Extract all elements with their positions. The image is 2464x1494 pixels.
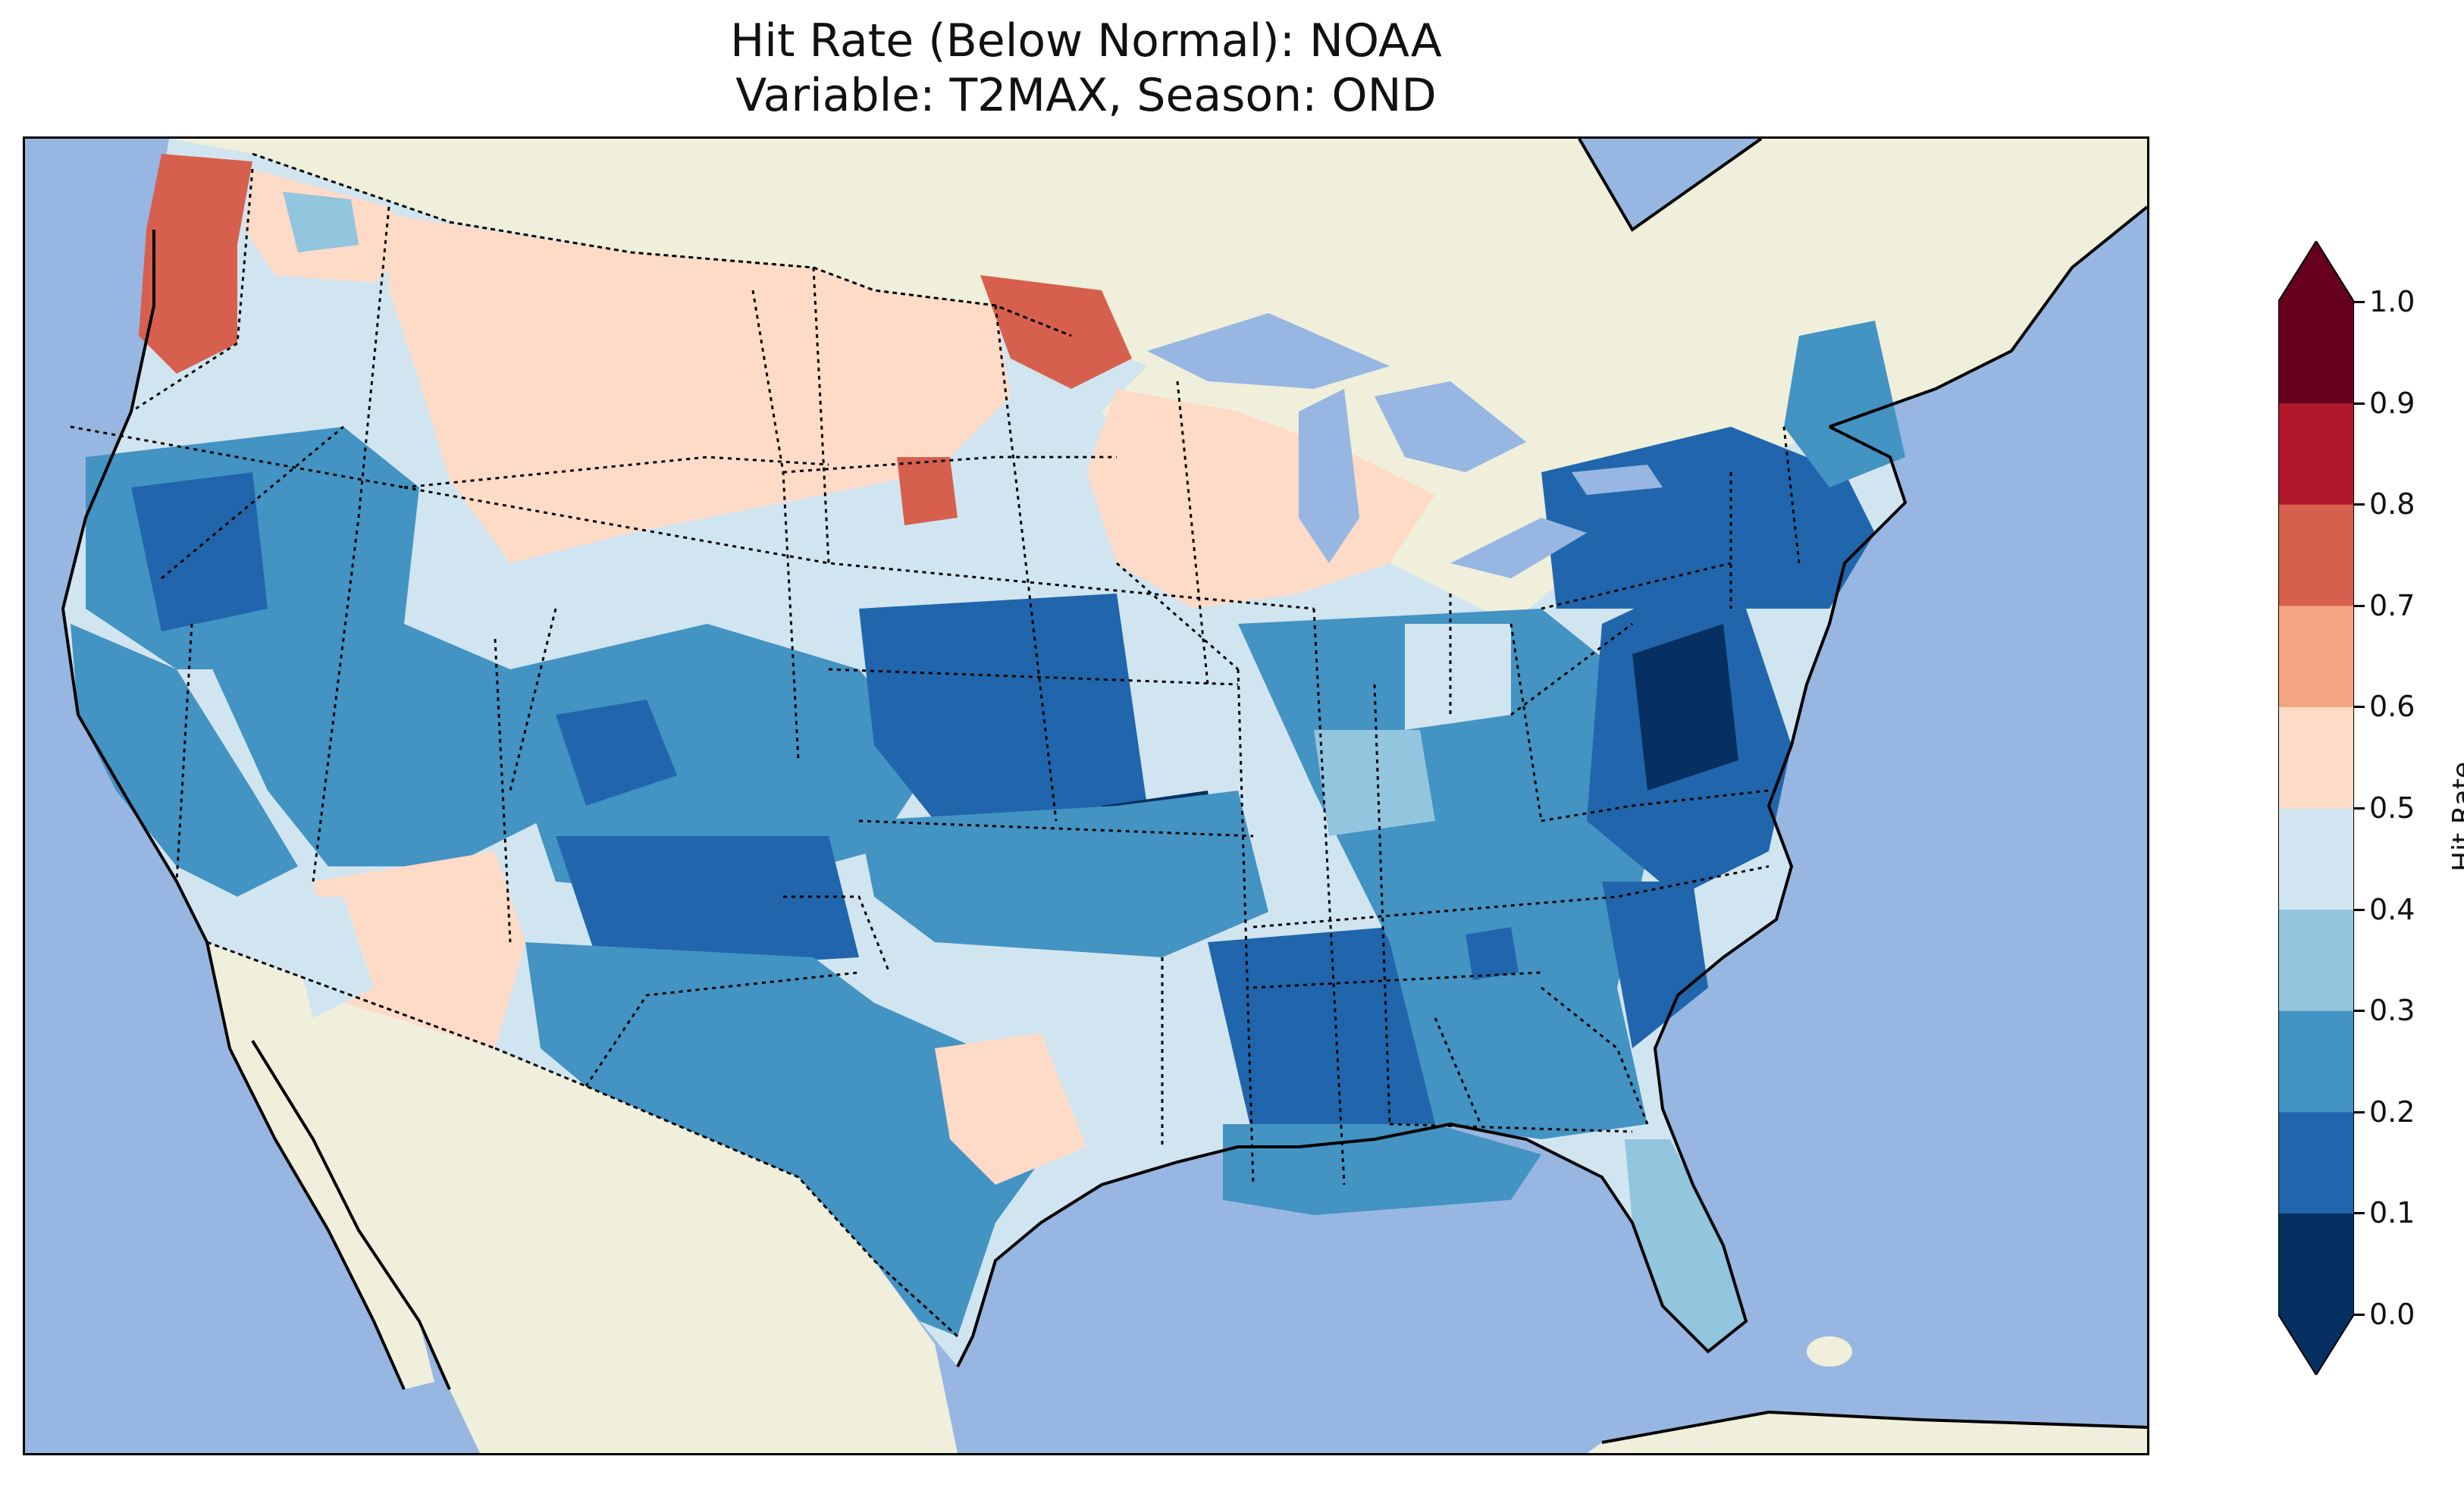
colorbar-tick-mark <box>2354 1110 2365 1113</box>
colorbar-tick-label: 0.5 <box>2369 791 2415 825</box>
colorbar-tick-label: 0.2 <box>2369 1095 2415 1129</box>
colorbar-tick-mark <box>2354 807 2365 810</box>
colorbar-tick-label: 0.1 <box>2369 1196 2415 1230</box>
colorbar-tick-label: 0.7 <box>2369 588 2415 622</box>
map-title: Hit Rate (Below Normal): NOAA Variable: … <box>23 14 2149 123</box>
region-az-light <box>283 897 374 1018</box>
region-nm <box>556 836 859 973</box>
country-borders <box>206 152 1072 1338</box>
region-maine <box>1784 321 1905 487</box>
region-pnw <box>139 154 252 374</box>
region-tx-light <box>935 1033 1086 1185</box>
colorbar-tick-label: 0.4 <box>2369 892 2415 926</box>
region-ncal-2 <box>131 472 268 631</box>
region-sd <box>897 457 958 525</box>
colorbar-tick-mark <box>2354 1314 2365 1316</box>
colorbar-bin <box>2278 1010 2354 1113</box>
colorbar-bin <box>2278 1111 2354 1214</box>
colorbar-bin <box>2278 302 2354 404</box>
region-nevada <box>192 624 541 866</box>
colorbar-label: Hit Rate <box>2447 761 2464 872</box>
colorbar-tick-mark <box>2354 706 2365 709</box>
cuba-land <box>1587 1412 2147 1453</box>
colorbar-tick-mark <box>2354 908 2365 911</box>
colorbar-bin <box>2278 808 2354 910</box>
colorbar-tick-label: 0.9 <box>2369 386 2415 420</box>
region-mn <box>980 275 1132 389</box>
mexico-land <box>207 942 958 1453</box>
region-ok-ar <box>859 791 1268 957</box>
region-ga-spot <box>1466 927 1519 980</box>
colorbar-bin <box>2278 402 2354 505</box>
colorbar-tick-mark <box>2354 1010 2365 1013</box>
colorbar-tick-mark <box>2354 604 2365 607</box>
colorbar-tick-label: 0.3 <box>2369 994 2415 1028</box>
region-north-rockies <box>389 215 1011 563</box>
colorbar-tick-label: 0.0 <box>2369 1298 2415 1331</box>
region-va-dark <box>1632 624 1738 791</box>
map-panel <box>23 136 2149 1455</box>
colorbar-tick-label: 0.8 <box>2369 487 2415 521</box>
region-wa-spot <box>283 192 359 252</box>
region-ky-light <box>1314 730 1435 836</box>
region-co-ut <box>510 624 935 897</box>
colorbar-tick-mark <box>2354 1212 2365 1215</box>
colorbar-extend-max <box>2278 241 2354 302</box>
region-florida <box>1625 1139 1746 1351</box>
colorbar-bin <box>2278 504 2354 606</box>
colorbar <box>2278 241 2354 1375</box>
region-greatlakes <box>1086 389 1435 609</box>
colorbar-tick-mark <box>2354 301 2365 303</box>
region-ks <box>859 594 1147 821</box>
region-tx-east <box>1071 973 1223 1124</box>
great-lakes <box>1147 313 1663 578</box>
colorbar-tick-mark <box>2354 402 2365 405</box>
colorbar-bin <box>2278 605 2354 707</box>
colorbar-bin <box>2278 909 2354 1011</box>
coastlines <box>61 139 2147 1444</box>
region-texas <box>525 942 1056 1336</box>
region-co-dark <box>556 700 677 806</box>
baja-peninsula <box>207 942 434 1389</box>
colorbar-bin <box>2278 706 2354 809</box>
bahamas-island <box>1807 1336 1852 1367</box>
title-line-1: Hit Rate (Below Normal): NOAA <box>730 14 1442 67</box>
state-borders <box>70 168 1801 1185</box>
colorbar-tick-mark <box>2354 503 2365 506</box>
colorbar-bin <box>2278 1213 2354 1315</box>
colorbar-tick-label: 1.0 <box>2369 285 2415 318</box>
title-line-2: Variable: T2MAX, Season: OND <box>735 69 1437 122</box>
region-ohio-light <box>1405 624 1511 730</box>
colorbar-tick-label: 0.6 <box>2369 690 2415 724</box>
region-carolinas <box>1602 882 1708 1048</box>
region-southwest-light <box>313 851 525 1048</box>
colorbar-extend-min <box>2278 1314 2354 1375</box>
